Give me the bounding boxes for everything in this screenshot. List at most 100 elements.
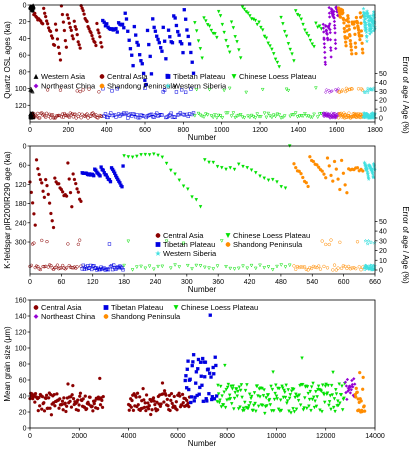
age-point (303, 28, 307, 32)
x-tick-label: 660 (369, 279, 381, 286)
error-point (347, 111, 351, 115)
legend-item: Tibetan Plateau (155, 240, 215, 249)
error-point (309, 266, 314, 271)
error-point (315, 265, 319, 270)
legend-label: Western Siberia (173, 82, 227, 91)
error-point (372, 240, 377, 246)
age-point (66, 161, 70, 165)
error-point (88, 263, 93, 268)
age-point (317, 165, 321, 169)
x-tick-label: 480 (275, 279, 287, 286)
grain-point (153, 402, 157, 407)
error-point (253, 266, 258, 271)
age-point (365, 171, 371, 177)
age-point (347, 27, 351, 32)
error-point (189, 87, 193, 91)
age-point (301, 22, 305, 27)
error-point (266, 111, 271, 116)
age-point (333, 26, 337, 30)
age-point (144, 82, 148, 87)
grain-point (199, 374, 203, 378)
grain-point (216, 392, 221, 396)
grain-point (137, 395, 142, 399)
age-point (200, 56, 204, 60)
grain-point (200, 383, 204, 387)
grain-point (90, 404, 94, 409)
legend-item: Shandong Peninsula (103, 312, 181, 321)
age-point (68, 190, 73, 195)
error-point (143, 86, 147, 90)
age-point (143, 152, 148, 157)
grain-point (222, 390, 226, 395)
grain-point (239, 383, 244, 387)
panel-kfeldspar-marks (28, 144, 378, 273)
grain-point (44, 393, 49, 397)
grain-point (214, 363, 218, 368)
legend-label: Chinese Loess Plateau (181, 303, 258, 312)
age-point (322, 37, 326, 42)
error-point (107, 242, 112, 246)
age-point (151, 17, 155, 21)
age-point (262, 34, 267, 39)
error-point (287, 263, 292, 268)
grain-point (354, 386, 358, 391)
age-point (226, 45, 230, 49)
panel-kfeldspar-legend: Central Asia Chinese Loess Plateau Tibetan… (155, 231, 310, 258)
error-point (143, 266, 148, 271)
grain-point (305, 385, 310, 389)
age-point (44, 177, 48, 182)
legend-item: Shandong Peninsula (225, 240, 303, 249)
age-point (56, 45, 61, 49)
grain-point (283, 395, 288, 400)
age-point (266, 41, 270, 46)
age-point (156, 37, 160, 42)
error-point (259, 115, 263, 119)
age-point (222, 30, 226, 35)
age-point (70, 34, 74, 38)
error-point (84, 113, 88, 117)
grain-point (64, 409, 68, 414)
grain-point (36, 408, 40, 413)
age-point (168, 35, 172, 39)
error-point (122, 263, 126, 268)
error-point (114, 115, 118, 119)
error-point (105, 267, 110, 271)
error-point (135, 265, 139, 270)
grain-point (330, 393, 335, 397)
grain-point (159, 402, 163, 406)
error-point (277, 113, 282, 117)
age-point (191, 71, 196, 75)
grain-point (254, 409, 258, 414)
grain-point (307, 404, 311, 408)
error-point (241, 264, 245, 269)
grain-point (194, 381, 198, 385)
error-point (169, 266, 173, 271)
grain-point (322, 393, 326, 397)
error-point (82, 267, 87, 271)
age-point (346, 16, 350, 20)
y-tick-label: 120 (15, 182, 27, 189)
age-point (45, 22, 50, 26)
age-point (332, 23, 337, 28)
error-point (232, 267, 237, 271)
error-point (104, 267, 108, 272)
age-point (183, 17, 188, 21)
grain-point (332, 397, 337, 401)
grain-point (344, 384, 349, 388)
y-tick-label: 60 (19, 163, 27, 170)
age-point (338, 15, 343, 19)
age-point (122, 26, 126, 30)
age-point (364, 38, 370, 44)
grain-point (183, 378, 187, 383)
grain-point (331, 370, 335, 375)
grain-point (276, 407, 281, 412)
grain-point (273, 391, 277, 396)
grain-point (186, 359, 190, 363)
age-point (314, 21, 318, 26)
grain-point (91, 409, 95, 413)
age-point (190, 60, 194, 64)
age-point (53, 22, 58, 26)
legend-marker (103, 305, 109, 310)
age-point (238, 56, 243, 60)
error-point (46, 114, 51, 118)
